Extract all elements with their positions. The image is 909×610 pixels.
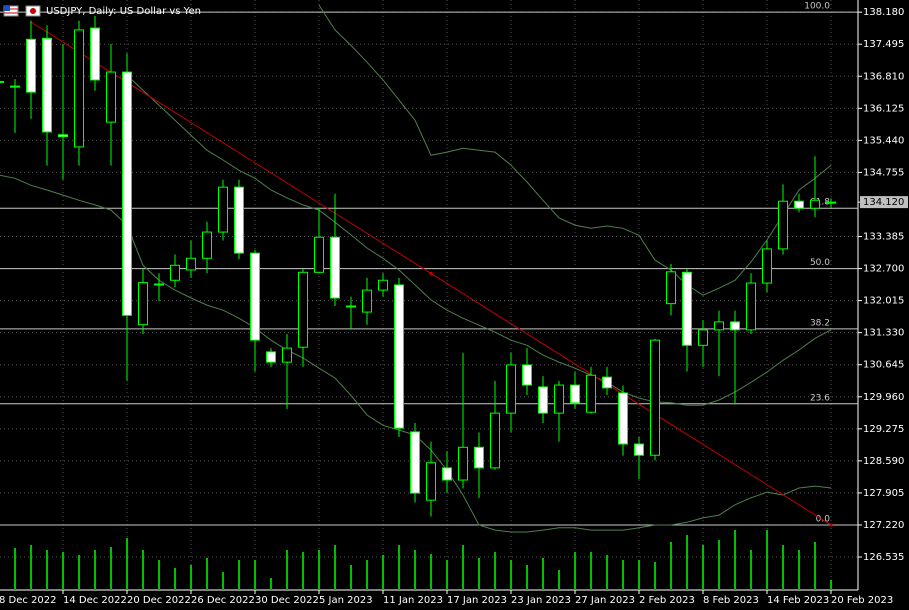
candle-body — [58, 134, 68, 138]
y-tick-label: 136.125 — [863, 103, 904, 114]
fib-label: 38.2 — [810, 318, 830, 328]
y-tick-label: 132.015 — [863, 296, 904, 307]
trendline-handle — [429, 271, 433, 275]
x-tick-label: 5 Jan 2023 — [319, 595, 373, 606]
current-price-label: 134.120 — [863, 197, 904, 208]
candle-body — [506, 364, 516, 414]
fib-label: 50.0 — [810, 258, 830, 268]
candle-body — [26, 38, 36, 93]
y-tick-label: 132.700 — [863, 264, 904, 275]
x-tick-label: 30 Dec 2022 — [255, 595, 319, 606]
candle-body — [250, 252, 260, 341]
candle-body — [746, 282, 756, 331]
candle-body — [282, 347, 292, 363]
candle-body — [554, 384, 564, 414]
trendline-handle — [829, 523, 833, 527]
y-tick-label: 136.810 — [863, 71, 904, 82]
candle-body — [538, 386, 548, 414]
y-tick-label: 127.905 — [863, 488, 904, 499]
y-tick-label: 138.180 — [863, 7, 904, 18]
candle-body — [730, 321, 740, 331]
candle-body — [202, 231, 212, 259]
fib-label: 23.6 — [810, 393, 830, 403]
chart-title: USDJPY, Daily: US Dollar vs Yen — [46, 6, 201, 17]
candle-body — [170, 264, 180, 281]
candle-body — [378, 279, 388, 291]
candle-body — [474, 446, 484, 469]
candle-body — [762, 248, 772, 284]
x-tick-label: 23 Jan 2023 — [511, 595, 571, 606]
symbol-icon — [3, 5, 41, 17]
candle-body — [154, 283, 164, 286]
y-tick-label: 134.755 — [863, 167, 904, 178]
candle-body — [394, 284, 404, 429]
candle-body — [74, 29, 84, 148]
candle-body — [826, 201, 836, 204]
fib-label: 61.8 — [810, 198, 830, 208]
candle-body — [362, 289, 372, 313]
candle-body — [778, 200, 788, 250]
y-tick-label: 137.495 — [863, 39, 904, 50]
candle-body — [682, 271, 692, 346]
y-tick-label: 128.590 — [863, 456, 904, 467]
y-tick-label: 129.275 — [863, 424, 904, 435]
x-tick-label: 20 Feb 2023 — [831, 595, 893, 606]
y-tick-label: 133.385 — [863, 232, 904, 243]
candle-body — [122, 71, 132, 316]
candle-body — [522, 364, 532, 386]
y-tick-label: 131.330 — [863, 328, 904, 339]
x-tick-label: 26 Dec 2022 — [191, 595, 255, 606]
candle-body — [634, 443, 644, 456]
candle-body — [458, 446, 468, 481]
candle-body — [138, 282, 148, 326]
y-tick-label: 127.220 — [863, 520, 904, 531]
candle-body — [714, 321, 724, 331]
candle-body — [586, 374, 596, 413]
candle-body — [650, 339, 660, 456]
fib-label: 100.0 — [804, 2, 830, 12]
candle-body — [0, 80, 4, 83]
candle-body — [314, 236, 324, 273]
band-line — [126, 74, 832, 406]
candle-body — [698, 329, 708, 346]
candle-body — [602, 376, 612, 389]
candle-body — [234, 186, 244, 254]
x-tick-label: 27 Jan 2023 — [575, 595, 635, 606]
candle-body — [186, 257, 196, 271]
x-tick-label: 8 Feb 2023 — [703, 595, 759, 606]
candle-body — [666, 271, 676, 305]
candle-body — [810, 199, 820, 209]
y-tick-label: 135.440 — [863, 135, 904, 146]
y-tick-label: 130.645 — [863, 360, 904, 371]
candle-body — [298, 271, 308, 348]
candle-body — [90, 27, 100, 81]
candle-body — [106, 71, 116, 123]
x-tick-label: 14 Dec 2022 — [63, 595, 127, 606]
x-tick-label: 20 Dec 2022 — [127, 595, 191, 606]
x-tick-label: 8 Dec 2022 — [0, 595, 57, 606]
y-tick-label: 126.535 — [863, 552, 904, 563]
candle-body — [490, 412, 500, 469]
candle-body — [218, 186, 228, 233]
candle-body — [442, 467, 452, 481]
x-tick-label: 17 Jan 2023 — [447, 595, 507, 606]
candle-body — [426, 462, 436, 501]
candle-body — [346, 305, 356, 308]
current-price-box — [860, 196, 908, 209]
candle-body — [266, 351, 276, 363]
candle-body — [10, 85, 20, 88]
candle-body — [410, 431, 420, 494]
candle-body — [330, 236, 340, 299]
candle-body — [794, 200, 804, 209]
y-tick-label: 129.960 — [863, 392, 904, 403]
band-line — [318, 4, 832, 296]
candle-body — [618, 392, 628, 445]
x-tick-label: 14 Feb 2023 — [767, 595, 829, 606]
x-tick-label: 2 Feb 2023 — [639, 595, 695, 606]
x-tick-label: 11 Jan 2023 — [383, 595, 443, 606]
candle-body — [42, 37, 52, 133]
candle-body — [570, 384, 580, 404]
